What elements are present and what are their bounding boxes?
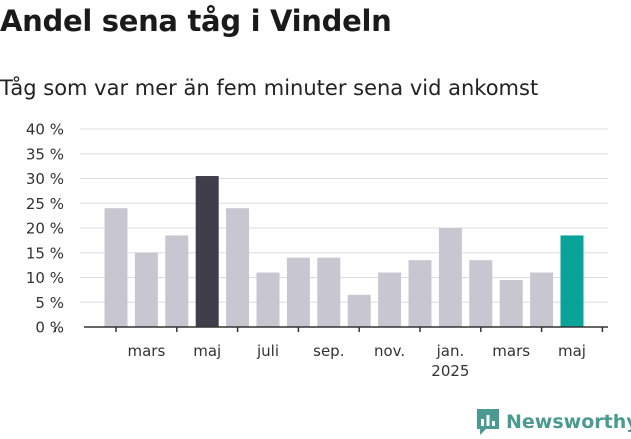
x-axis bbox=[54, 326, 608, 332]
x-tick-label: sep. bbox=[313, 342, 344, 360]
bar-2024-09 bbox=[317, 257, 341, 327]
bar-2024-07 bbox=[256, 272, 280, 327]
x-axis-ticks: mars maj juli sep. nov. jan. 2025 mars maj bbox=[128, 342, 586, 380]
bar-2024-03 bbox=[134, 252, 158, 327]
y-tick-label: 40 % bbox=[26, 121, 64, 139]
y-tick-label: 25 % bbox=[26, 195, 64, 213]
y-tick-label: 30 % bbox=[26, 170, 64, 188]
bar-2025-02 bbox=[469, 260, 493, 327]
bar-2024-05 bbox=[195, 176, 219, 327]
grid-lines bbox=[80, 128, 608, 303]
bar-2024-10 bbox=[347, 294, 371, 327]
bar-2024-02 bbox=[104, 208, 128, 327]
y-tick-label: 10 % bbox=[26, 269, 64, 287]
x-tick-label: maj bbox=[558, 342, 586, 360]
bar-2024-11 bbox=[378, 272, 402, 327]
bars bbox=[104, 176, 584, 327]
y-axis-ticks: 0 % 5 % 10 % 15 % 20 % 25 % 30 % 35 % 40 % bbox=[26, 121, 64, 337]
y-tick-label: 0 % bbox=[35, 319, 64, 337]
x-tick-label: maj bbox=[193, 342, 221, 360]
bar-2024-12 bbox=[408, 260, 432, 327]
y-tick-label: 20 % bbox=[26, 220, 64, 238]
bar-2025-03 bbox=[499, 279, 523, 327]
x-tick-label: juli bbox=[256, 342, 279, 360]
bar-2024-04 bbox=[165, 235, 189, 327]
y-tick-label: 5 % bbox=[35, 294, 64, 312]
bar-2024-08 bbox=[286, 257, 310, 327]
newsworthy-logo-text: Newsworthy bbox=[506, 411, 631, 433]
y-tick-label: 15 % bbox=[26, 244, 64, 262]
newsworthy-logo-icon bbox=[477, 409, 499, 435]
bar-2024-06 bbox=[226, 208, 250, 327]
x-tick-label: jan. bbox=[436, 342, 465, 360]
y-tick-label: 35 % bbox=[26, 145, 64, 163]
newsworthy-logo: Newsworthy bbox=[476, 408, 631, 436]
bar-2025-01 bbox=[438, 228, 462, 327]
x-tick-label: mars bbox=[128, 342, 166, 360]
bar-2025-04 bbox=[530, 272, 554, 327]
x-tick-sublabel: 2025 bbox=[431, 362, 469, 380]
x-tick-label: nov. bbox=[374, 342, 405, 360]
chart-subtitle: Tåg som var mer än fem minuter sena vid … bbox=[0, 76, 539, 100]
chart-title: Andel sena tåg i Vindeln bbox=[0, 4, 392, 38]
x-tick-label: mars bbox=[492, 342, 530, 360]
bar-2025-05 bbox=[560, 235, 584, 327]
